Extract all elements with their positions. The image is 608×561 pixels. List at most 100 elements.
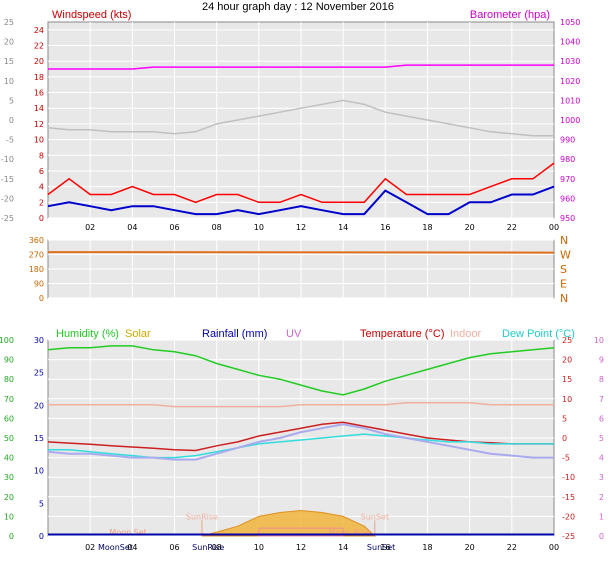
windspeed-axis-label: Windspeed (kts) (52, 9, 131, 21)
bottom-event-label: MoonSet (98, 543, 133, 552)
x-tick-label: 04 (127, 223, 137, 232)
humidity-tick-label: 20 (4, 493, 14, 502)
legend-entry: UV (286, 328, 302, 340)
temperature-tick-label: -25 (562, 532, 575, 541)
windspeed-tick-label: 24 (34, 26, 44, 35)
solar-area (201, 509, 377, 537)
rainfall-tick-label: 30 (34, 336, 44, 345)
windchill-tick-label: 25 (4, 18, 14, 27)
barometer-tick-label: 1040 (560, 38, 580, 47)
x-tick-label: 08 (212, 223, 222, 232)
page-title: 24 hour graph day : 12 November 2016 (202, 1, 394, 13)
bottom-event-label: SunRise (192, 543, 224, 552)
compass-tick-label: N (560, 234, 568, 247)
uv-tick-label: 6 (599, 414, 604, 423)
windspeed-tick-label: 8 (39, 151, 44, 160)
windchill-tick-label: -20 (1, 194, 14, 203)
temperature-tick-label: 5 (562, 414, 567, 423)
uv-tick-label: 9 (599, 356, 604, 365)
windchill_lilac-series-line (47, 423, 554, 461)
compass-tick-label: S (560, 263, 567, 276)
legend-entry: Solar (125, 328, 151, 340)
x-tick-label: 02 (85, 543, 95, 552)
humidity-tick-label: 50 (4, 434, 14, 443)
uv-tick-label: 0 (599, 532, 604, 541)
windchill-tick-label: -10 (1, 155, 14, 164)
temperature-tick-label: 25 (562, 336, 572, 345)
windspeed-tick-label: 12 (34, 120, 44, 129)
temperature-tick-label: -15 (562, 493, 575, 502)
windspeed-tick-label: 14 (34, 104, 44, 113)
x-tick-label: 14 (338, 543, 348, 552)
x-tick-label: 06 (169, 543, 179, 552)
x-tick-label: 02 (85, 223, 95, 232)
x-tick-label: 00 (549, 223, 559, 232)
barometer-tick-label: 1000 (560, 116, 580, 125)
event-annotation: Moon Rise (329, 528, 370, 537)
uv-tick-label: 7 (599, 395, 604, 404)
x-tick-label: 14 (338, 223, 348, 232)
x-tick-label: 16 (380, 543, 390, 552)
legend-entry: Temperature (°C) (360, 328, 444, 340)
windchill-tick-label: 20 (4, 38, 14, 47)
x-tick-label: 22 (507, 543, 517, 552)
rainfall-tick-label: 0 (39, 532, 44, 541)
uv-tick-label: 1 (599, 512, 604, 521)
windspeed-tick-label: 16 (34, 89, 44, 98)
legend-entry: Humidity (%) (56, 328, 119, 340)
temperature-tick-label: 10 (562, 395, 572, 404)
x-tick-label: 04 (127, 543, 137, 552)
x-tick-label: 00 (549, 543, 559, 552)
event-annotation: SunRise (186, 512, 218, 521)
temperature-tick-label: 20 (562, 356, 572, 365)
barometer-tick-label: 1050 (560, 18, 580, 27)
barometer-tick-label: 1020 (560, 77, 580, 86)
rainfall-tick-label: 20 (34, 401, 44, 410)
event-annotation: Moon Set (109, 528, 146, 537)
x-tick-label: 18 (422, 543, 432, 552)
uv-tick-label: 4 (599, 454, 604, 463)
x-tick-label: 10 (254, 543, 264, 552)
x-tick-label: 16 (380, 223, 390, 232)
barometer-tick-label: 950 (560, 214, 575, 223)
humidity-tick-label: 0 (9, 532, 14, 541)
windchill-tick-label: 15 (4, 57, 14, 66)
direction-tick-label: 180 (29, 265, 44, 274)
windspeed-tick-label: 20 (34, 57, 44, 66)
uv-tick-label: 5 (599, 434, 604, 443)
compass-tick-label: W (560, 249, 571, 262)
humidity-series-line (47, 345, 555, 396)
windspeed-tick-label: 10 (34, 136, 44, 145)
windchill-tick-label: 5 (9, 96, 14, 105)
windchill-tick-label: 0 (9, 116, 14, 125)
legend-entry: Indoor (450, 328, 482, 340)
windchill-series-line (47, 99, 554, 137)
compass-tick-label: E (560, 278, 567, 291)
windchill-tick-label: -15 (1, 175, 14, 184)
temperature-tick-label: -20 (562, 512, 575, 521)
barometer-tick-label: 990 (560, 136, 575, 145)
barometer-series-line (48, 64, 554, 70)
barometer-tick-label: 960 (560, 194, 575, 203)
temperature-tick-label: -5 (562, 454, 570, 463)
barometer-tick-label: 980 (560, 155, 575, 164)
x-tick-label: 08 (212, 543, 222, 552)
bottom-event-label: SunSet (367, 543, 395, 552)
moon-window-marker (258, 527, 344, 537)
x-tick-label: 22 (507, 223, 517, 232)
x-tick-label: 10 (254, 223, 264, 232)
legend-entry: Rainfall (mm) (202, 328, 267, 340)
uv-tick-label: 8 (599, 375, 604, 384)
rainfall-tick-label: 5 (39, 499, 44, 508)
direction-tick-label: 270 (29, 251, 44, 260)
barometer-tick-label: 1010 (560, 96, 580, 105)
dew_point-series-line (48, 433, 554, 459)
windspeed-tick-label: 0 (39, 214, 44, 223)
humidity-tick-label: 40 (4, 454, 14, 463)
wind_speed-series-line (47, 162, 555, 204)
humidity-tick-label: 30 (4, 473, 14, 482)
direction-tick-label: 90 (34, 280, 44, 289)
rainfall-tick-label: 10 (34, 467, 44, 476)
